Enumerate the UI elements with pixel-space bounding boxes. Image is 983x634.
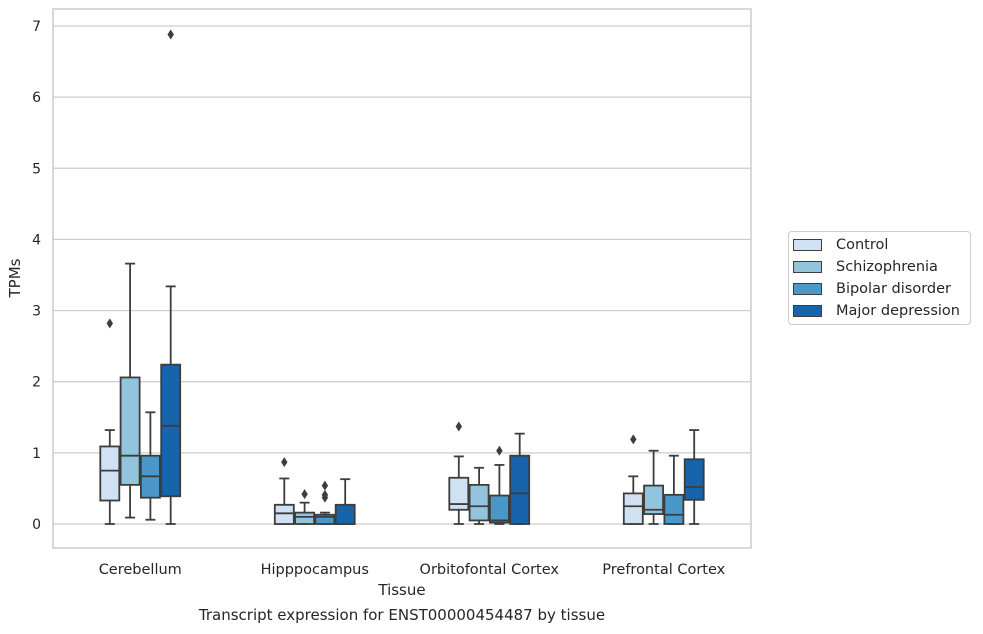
box-body xyxy=(334,503,356,525)
box-body xyxy=(294,511,316,525)
box-major-depression-orbitofontal-cortex xyxy=(509,432,531,525)
box-major-depression-prefrontal-cortex xyxy=(683,429,705,525)
y-tick-label: 5 xyxy=(32,161,41,177)
legend-item-control: Control xyxy=(793,235,888,255)
outlier-point xyxy=(321,480,329,491)
box-bipolar-disorder-orbitofontal-cortex xyxy=(488,445,510,525)
box-bipolar-disorder-hipppocampus xyxy=(314,480,336,525)
legend-swatch-bipolar-disorder xyxy=(793,283,822,295)
box-body xyxy=(643,484,664,515)
box-body xyxy=(622,492,644,525)
x-tick-label: Hipppocampus xyxy=(261,562,369,578)
legend-label-schizophrenia: Schizophrenia xyxy=(836,259,938,275)
y-tick-label: 3 xyxy=(32,304,41,320)
y-tick-label: 6 xyxy=(32,90,41,106)
x-tick-labels: Cerebellum Hipppocampus Orbitofontal Corte… xyxy=(99,562,726,578)
x-tick-label: Orbitofontal Cortex xyxy=(420,562,560,578)
box-bipolar-disorder-prefrontal-cortex xyxy=(663,454,685,525)
outlier-point xyxy=(167,29,174,40)
y-tick-labels: 0 1 2 3 4 5 6 7 xyxy=(32,19,41,533)
box-major-depression-cerebellum xyxy=(160,29,182,525)
legend-item-major-depression: Major depression xyxy=(793,301,960,321)
box-schizophrenia-cerebellum xyxy=(119,262,141,519)
box-body xyxy=(488,494,510,524)
legend-swatch-control xyxy=(793,239,822,251)
box-body xyxy=(273,503,295,525)
x-tick-label: Prefrontal Cortex xyxy=(602,562,725,578)
box-body xyxy=(663,493,685,525)
legend-label-major-depression: Major depression xyxy=(836,303,960,319)
box-bipolar-disorder-cerebellum xyxy=(139,411,161,521)
box-schizophrenia-prefrontal-cortex xyxy=(643,449,664,525)
box-body xyxy=(99,445,121,502)
box-body xyxy=(468,483,490,522)
chart-caption: Transcript expression for ENST0000045448… xyxy=(198,606,606,624)
box-body xyxy=(119,376,141,486)
box-schizophrenia-hipppocampus xyxy=(294,489,316,525)
legend-swatch-schizophrenia xyxy=(793,261,822,273)
legend-item-bipolar-disorder: Bipolar disorder xyxy=(793,279,951,299)
plot-frame xyxy=(52,8,752,549)
box-control-prefrontal-cortex xyxy=(622,434,644,525)
y-axis-label: TPMs xyxy=(6,258,24,298)
box-schizophrenia-orbitofontal-cortex xyxy=(468,466,490,525)
box-body xyxy=(314,513,336,525)
outlier-point xyxy=(321,489,329,500)
legend-item-schizophrenia: Schizophrenia xyxy=(793,257,938,277)
outlier-point xyxy=(496,445,503,456)
y-tick-label: 2 xyxy=(32,375,41,391)
legend-label-bipolar-disorder: Bipolar disorder xyxy=(836,281,951,297)
box-control-orbitofontal-cortex xyxy=(448,421,470,525)
outlier-point xyxy=(106,318,113,329)
y-tick-label: 4 xyxy=(32,232,41,248)
outlier-point xyxy=(455,421,462,432)
outlier-point xyxy=(281,457,288,468)
boxes xyxy=(99,29,705,525)
legend-swatch-major-depression xyxy=(793,305,822,317)
x-tick-label: Cerebellum xyxy=(99,562,182,578)
box-body xyxy=(683,458,705,501)
y-tick-label: 1 xyxy=(32,446,41,462)
legend: Control Schizophrenia Bipolar disorder M… xyxy=(788,231,971,325)
box-body xyxy=(509,454,531,525)
box-body xyxy=(448,476,470,511)
y-tick-label: 7 xyxy=(32,19,41,35)
box-control-hipppocampus xyxy=(273,457,295,525)
box-body xyxy=(160,363,182,498)
box-major-depression-hipppocampus xyxy=(334,478,356,525)
box-control-cerebellum xyxy=(99,318,121,525)
outlier-point xyxy=(630,434,637,445)
x-axis-label: Tissue xyxy=(377,581,425,599)
legend-label-control: Control xyxy=(836,237,889,253)
grid-lines xyxy=(53,25,751,525)
outlier-point xyxy=(301,489,308,500)
y-tick-label: 0 xyxy=(32,517,41,533)
